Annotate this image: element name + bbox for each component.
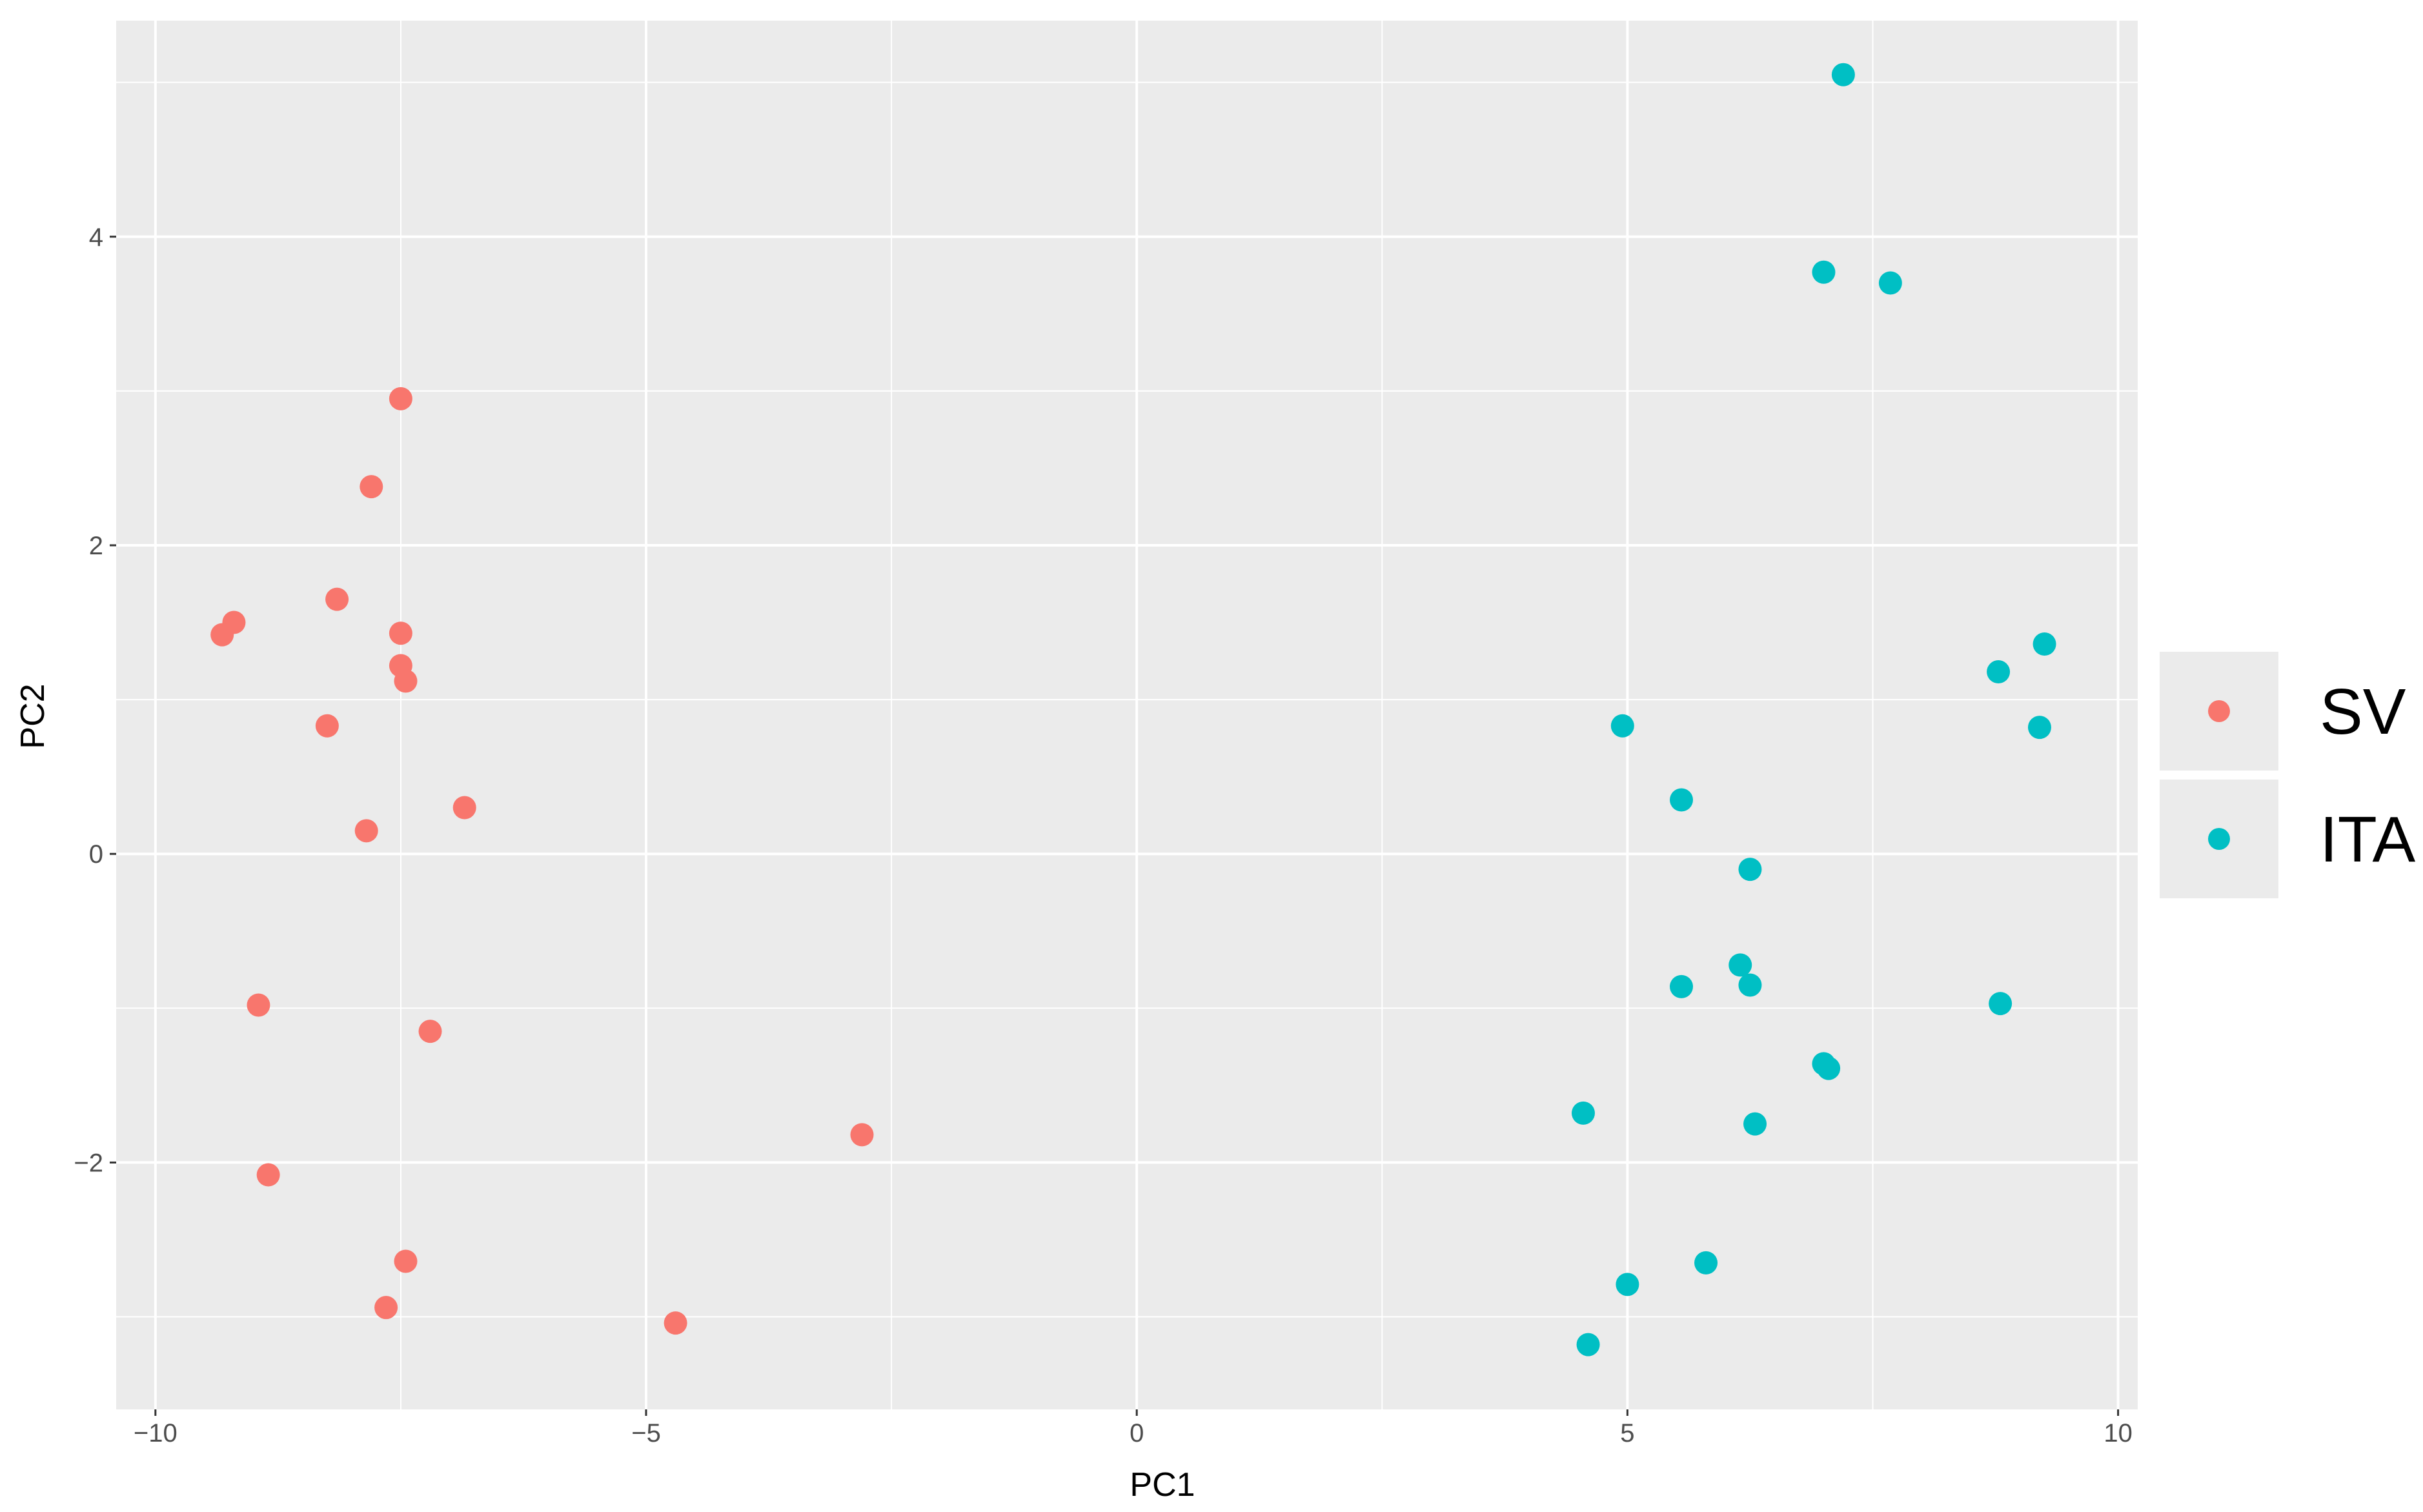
legend-marker-ita — [2208, 828, 2230, 850]
legend-marker-sv — [2208, 700, 2230, 722]
grid-major — [116, 21, 2138, 1409]
data-point-ita — [1738, 973, 1762, 997]
y-tick-label: 2 — [89, 532, 103, 560]
y-tick-label: 4 — [89, 223, 103, 252]
data-point-ita — [1610, 714, 1634, 738]
data-point-ita — [1989, 992, 2012, 1016]
y-axis-title: PC2 — [14, 683, 52, 749]
data-point-sv — [256, 1163, 280, 1187]
plot-panel — [116, 21, 2138, 1409]
data-point-sv — [210, 623, 234, 647]
data-point-sv — [452, 796, 476, 820]
legend-label-sv: SV — [2320, 676, 2406, 748]
data-point-sv — [394, 1249, 418, 1273]
x-tick-label: 0 — [1130, 1419, 1144, 1447]
grid-minor — [116, 21, 2138, 1409]
axes: −10 −5 0 5 10 −2 0 2 4 — [74, 223, 2132, 1447]
data-point-ita — [1694, 1251, 1718, 1275]
data-point-sv — [315, 714, 339, 738]
data-point-ita — [1831, 63, 1855, 86]
x-tick-label: −10 — [134, 1419, 177, 1447]
data-point-ita — [1738, 858, 1762, 882]
data-point-sv — [354, 819, 378, 843]
data-point-sv — [850, 1123, 874, 1147]
data-point-ita — [1878, 271, 1902, 295]
data-point-sv — [325, 587, 349, 611]
x-tick-label: 10 — [2104, 1419, 2133, 1447]
data-point-ita — [1670, 788, 1694, 812]
x-axis-title: PC1 — [1130, 1466, 1195, 1504]
data-point-sv — [374, 1296, 398, 1320]
data-point-sv — [394, 669, 418, 693]
data-point-sv — [418, 1020, 442, 1043]
legend: SV ITA — [2160, 652, 2415, 898]
y-tick-label: −2 — [74, 1149, 103, 1177]
x-tick-label: −5 — [631, 1419, 661, 1447]
y-tick-label: 0 — [89, 840, 103, 869]
data-point-ita — [1616, 1273, 1639, 1296]
data-point-ita — [1576, 1333, 1600, 1356]
data-point-ita — [1729, 953, 1752, 977]
x-tick-label: 5 — [1620, 1419, 1634, 1447]
data-point-ita — [2033, 632, 2056, 656]
data-point-ita — [2027, 716, 2051, 740]
data-point-ita — [1987, 660, 2011, 684]
data-point-ita — [1743, 1112, 1767, 1136]
data-point-sv — [389, 387, 412, 410]
data-points — [210, 63, 2056, 1356]
data-point-sv — [247, 993, 270, 1017]
data-point-ita — [1571, 1101, 1595, 1125]
data-point-ita — [1812, 260, 1836, 284]
data-point-sv — [664, 1311, 687, 1335]
data-point-ita — [1670, 974, 1694, 998]
data-point-sv — [389, 621, 412, 645]
data-point-ita — [1817, 1056, 1841, 1080]
data-point-sv — [360, 475, 383, 499]
legend-label-ita: ITA — [2320, 803, 2415, 876]
